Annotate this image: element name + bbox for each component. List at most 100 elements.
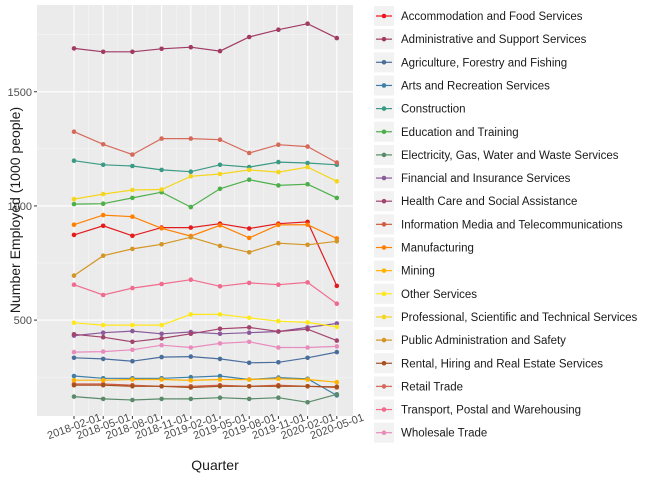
data-point-retail-trade: [305, 144, 310, 149]
legend-key-point: [381, 268, 387, 273]
data-point-agriculture-forestry-and-fishing: [71, 355, 77, 361]
data-point-manufacturing: [100, 212, 106, 218]
data-point-electricity-gas-water-and-waste-services: [130, 397, 135, 403]
data-point-accommodation-and-food-services: [130, 233, 135, 239]
data-point-manufacturing: [246, 235, 252, 241]
legend-key-point: [381, 198, 387, 204]
data-point-retail-trade: [71, 129, 77, 134]
legend-key-point: [381, 384, 387, 389]
data-point-financial-and-insurance-services: [159, 331, 164, 337]
legend-label: Financial and Insurance Services: [401, 173, 571, 185]
data-point-construction: [276, 159, 281, 165]
data-point-manufacturing: [276, 222, 281, 228]
data-point-accommodation-and-food-services: [100, 223, 106, 229]
legend-item: Education and Training: [374, 121, 519, 142]
minor-gridlines: [37, 5, 353, 416]
data-point-mining: [159, 377, 164, 382]
y-tick-label: 500: [14, 315, 32, 327]
data-point-retail-trade: [188, 136, 194, 141]
data-point-professional-scientific-and-technical-services: [130, 187, 135, 193]
data-point-retail-trade: [334, 160, 340, 165]
data-point-public-administration-and-safety: [334, 239, 340, 244]
data-point-rental-hiring-and-real-estate-services: [217, 384, 223, 389]
legend-key-point: [381, 407, 387, 412]
data-point-health-care-and-social-assistance: [246, 325, 252, 330]
legend-key-point: [381, 430, 387, 436]
data-point-wholesale-trade: [71, 349, 77, 355]
legend-label: Arts and Recreation Services: [401, 80, 550, 92]
legend-label: Construction: [401, 104, 466, 116]
data-point-mining: [305, 377, 310, 382]
data-point-mining: [217, 377, 223, 382]
x-axis: 2018-02-012018-05-012018-08-012018-11-01…: [46, 412, 366, 443]
data-point-wholesale-trade: [130, 347, 135, 353]
data-point-administrative-and-support-services: [100, 49, 106, 55]
data-point-other-services: [305, 320, 310, 325]
data-point-financial-and-insurance-services: [334, 321, 340, 326]
data-point-administrative-and-support-services: [188, 44, 194, 50]
data-point-manufacturing: [217, 223, 223, 228]
y-axis-title: Number Employed (1000 people): [7, 107, 23, 313]
data-point-public-administration-and-safety: [305, 242, 310, 248]
data-point-rental-hiring-and-real-estate-services: [305, 384, 310, 389]
data-point-professional-scientific-and-technical-services: [100, 191, 106, 197]
legend-item: Administrative and Support Services: [374, 29, 587, 50]
series-line-health-care-and-social-assistance: [73, 326, 338, 343]
data-point-health-care-and-social-assistance: [188, 331, 194, 337]
data-point-health-care-and-social-assistance: [334, 338, 340, 343]
data-point-rental-hiring-and-real-estate-services: [100, 382, 106, 388]
legend-item: Rental, Hiring and Real Estate Services: [374, 353, 603, 374]
series-line-construction: [73, 160, 337, 173]
data-point-health-care-and-social-assistance: [130, 339, 135, 345]
data-point-administrative-and-support-services: [276, 27, 281, 32]
legend-item: Professional, Scientific and Technical S…: [374, 306, 638, 327]
y-tick-label: 1000: [8, 201, 32, 213]
data-point-other-services: [71, 320, 77, 326]
legend-item: Electricity, Gas, Water and Waste Servic…: [374, 144, 619, 165]
data-point-education-and-training: [217, 186, 223, 192]
data-point-electricity-gas-water-and-waste-services: [276, 395, 281, 401]
data-point-mining: [334, 379, 340, 385]
legend-key-point: [381, 13, 387, 19]
legend-label: Mining: [401, 266, 435, 278]
series-line-administrative-and-support-services: [73, 23, 338, 53]
data-point-wholesale-trade: [217, 341, 223, 346]
data-point-financial-and-insurance-services: [100, 330, 106, 336]
series-line-manufacturing: [73, 214, 338, 239]
data-point-health-care-and-social-assistance: [100, 334, 106, 340]
data-point-professional-scientific-and-technical-services: [305, 164, 310, 170]
data-point-public-administration-and-safety: [188, 234, 194, 240]
legend-label: Electricity, Gas, Water and Waste Servic…: [401, 150, 619, 162]
data-point-rental-hiring-and-real-estate-services: [276, 384, 281, 389]
data-point-administrative-and-support-services: [71, 46, 77, 51]
series-line-transport-postal-and-warehousing: [73, 279, 338, 305]
series-line-wholesale-trade: [73, 341, 337, 353]
data-point-construction: [188, 169, 194, 174]
data-point-agriculture-forestry-and-fishing: [246, 360, 252, 366]
legend-item: Information Media and Telecommunications: [374, 214, 623, 235]
data-point-administrative-and-support-services: [217, 48, 223, 54]
data-point-arts-and-recreation-services: [217, 373, 223, 379]
legend-label: Accommodation and Food Services: [401, 11, 583, 23]
data-point-professional-scientific-and-technical-services: [188, 174, 194, 179]
data-point-construction: [130, 163, 135, 169]
legend-key-point: [381, 152, 387, 158]
data-point-construction: [71, 158, 77, 163]
legend-key-point: [381, 314, 387, 320]
legend-label: Administrative and Support Services: [401, 34, 587, 46]
legend-key-point: [381, 106, 387, 111]
data-point-other-services: [334, 324, 340, 330]
data-point-construction: [159, 167, 164, 173]
series-line-financial-and-insurance-services: [73, 322, 337, 337]
data-point-professional-scientific-and-technical-services: [159, 187, 164, 192]
data-point-administrative-and-support-services: [159, 46, 164, 52]
series-line-professional-scientific-and-technical-services: [73, 166, 338, 200]
data-point-other-services: [217, 312, 223, 317]
data-point-rental-hiring-and-real-estate-services: [130, 384, 135, 389]
data-point-education-and-training: [130, 195, 135, 201]
data-point-education-and-training: [188, 204, 194, 210]
data-point-agriculture-forestry-and-fishing: [305, 355, 310, 361]
data-point-transport-postal-and-warehousing: [305, 280, 310, 285]
data-point-retail-trade: [217, 137, 223, 142]
y-axis: 500 1000 1500: [8, 87, 37, 327]
